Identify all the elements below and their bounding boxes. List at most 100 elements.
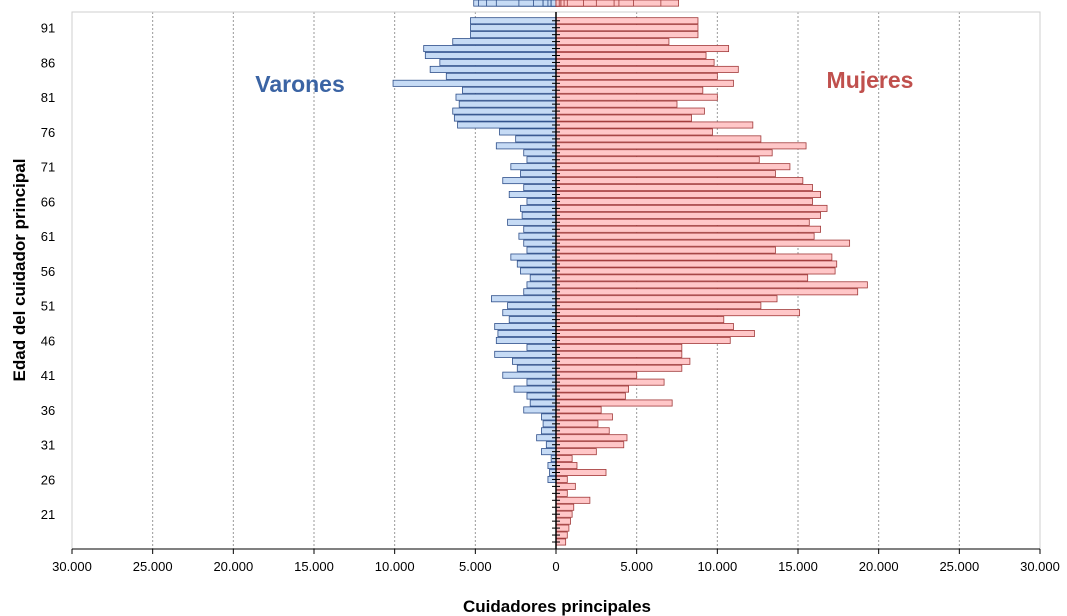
bar-varones-72 [526,156,557,164]
bar-varones-82 [462,86,557,94]
bar-varones-92 [470,17,557,25]
bar-mujeres-71 [555,163,791,171]
bar-mujeres-56 [555,267,836,275]
bar-varones-91 [470,24,557,32]
bar-varones-48 [494,323,557,331]
bar-varones-58 [510,253,557,261]
y-tick-label: 71 [41,160,55,175]
bar-varones-54 [526,281,557,289]
bar-varones-42 [516,364,557,372]
bar-varones-65 [520,204,557,212]
y-tick-label: 21 [41,507,55,522]
bar-varones-38 [526,392,557,400]
bar-mujeres-88 [555,45,730,53]
bar-mujeres-83 [555,79,734,87]
bar-varones-68 [523,184,557,192]
mujeres-series-label: Mujeres [827,67,914,93]
bar-varones-79 [452,107,557,115]
bar-varones-83 [392,79,557,87]
bar-mujeres-33 [555,427,610,435]
bar-mujeres-82 [555,86,704,94]
y-tick-labels: 21 26 31 36 41 46 51 56 61 66 71 76 81 86 91 [41,21,55,523]
y-tick-label: 41 [41,368,55,383]
bar-mujeres-40 [555,378,665,386]
bar-mujeres-45 [555,343,683,351]
bar-varones-59 [526,246,557,254]
bar-varones-44 [494,350,557,358]
bar-varones-62 [523,225,557,233]
bar-varones-67 [508,191,557,198]
bar-varones-85 [429,65,557,73]
bar-varones-57 [516,260,557,268]
bar-varones-86 [439,58,557,66]
bar-mujeres-67 [555,191,821,198]
bar-mujeres-54 [555,281,868,289]
bar-mujeres-91 [555,24,699,32]
bar-varones-53 [523,288,557,296]
bar-mujeres-55 [555,274,809,282]
bar-varones-40 [526,378,557,386]
bar-mujeres-74 [555,142,807,150]
y-tick-label: 46 [41,333,55,348]
bar-mujeres-66 [555,197,813,205]
bar-mujeres-38 [555,392,626,400]
bar-mujeres-50 [555,309,801,317]
bar-mujeres-47 [555,330,755,337]
bar-varones-66 [526,197,557,205]
bar-varones-51 [507,302,557,310]
bar-mujeres-92 [555,17,699,25]
bar-mujeres-90 [555,31,699,39]
x-tick-label: 25.000 [939,559,979,574]
bar-mujeres-89 [555,38,670,46]
bar-mujeres-68 [555,184,813,192]
bar-varones-80 [458,100,557,108]
bar-mujeres-36 [555,406,602,414]
bar-varones-75 [515,135,557,143]
bar-varones-90 [470,31,557,39]
bar-mujeres-51 [555,302,762,310]
y-tick-label: 56 [41,264,55,279]
y-tick-label: 26 [41,472,55,487]
bar-varones-70 [520,170,557,178]
bar-varones-73 [523,149,557,157]
bar-mujeres-80 [555,100,678,108]
bar-varones-47 [497,330,557,337]
y-tick-label: 36 [41,403,55,418]
bar-varones-78 [453,114,557,122]
y-axis-title: Edad del cuidador principal [10,159,29,382]
y-tick-label: 81 [41,90,55,105]
bar-mujeres-44 [555,350,683,358]
y-tick-label: 76 [41,125,55,140]
bar-varones-60 [523,239,557,247]
bar-mujeres-57 [555,260,838,268]
bar-varones-39 [513,385,557,393]
bar-mujeres-84 [555,72,718,80]
bar-mujeres-35 [555,413,613,421]
x-tick-label: 0 [552,559,559,574]
bar-mujeres-86 [555,58,715,66]
bar-mujeres-61 [555,232,815,240]
bar-mujeres-78 [555,114,692,122]
bar-varones-71 [510,163,557,171]
bar-varones-41 [502,371,557,379]
bar-varones-63 [507,218,557,226]
bar-mujeres-64 [555,211,821,219]
bar-mujeres-63 [555,218,810,226]
bar-mujeres-62 [555,225,821,233]
bar-mujeres-60 [555,239,851,247]
bar-mujeres-72 [555,156,760,164]
bar-varones-61 [518,232,557,240]
y-tick-label: 91 [41,21,55,36]
bar-mujeres-58 [555,253,833,261]
bar-varones-64 [521,211,557,219]
x-tick-label: 15.000 [294,559,334,574]
x-tick-label: 25.000 [133,559,173,574]
y-tick-label: 61 [41,229,55,244]
bar-mujeres-76 [555,128,713,136]
bar-mujeres-30 [555,448,597,456]
bar-varones-49 [508,316,557,324]
bar-varones-76 [499,128,557,136]
x-tick-label: 5.000 [620,559,653,574]
axes [71,12,1041,554]
